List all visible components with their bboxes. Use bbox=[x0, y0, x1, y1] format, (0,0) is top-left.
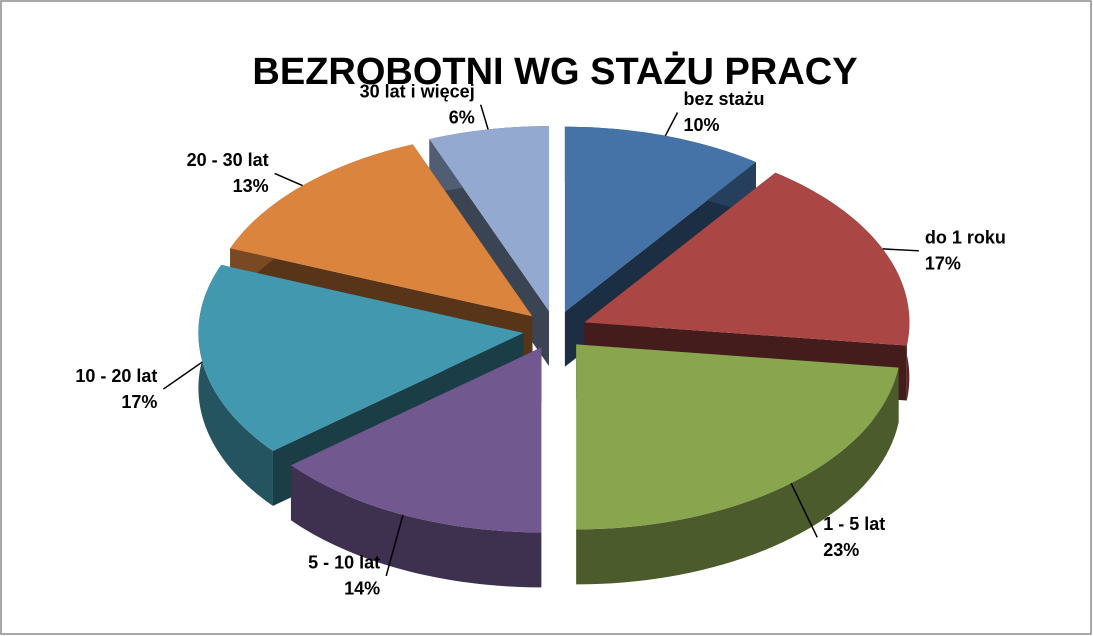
slice bbox=[290, 347, 542, 533]
value-label: 17% bbox=[121, 392, 157, 412]
leader-line bbox=[385, 514, 404, 577]
leader-line bbox=[664, 112, 679, 137]
data-label: 1 - 5 lat 23% bbox=[823, 514, 885, 560]
value-label: 17% bbox=[925, 254, 961, 274]
category-label: 5 - 10 lat bbox=[308, 553, 380, 573]
value-label: 14% bbox=[344, 579, 380, 599]
slice bbox=[564, 126, 756, 312]
category-label: 1 - 5 lat bbox=[823, 514, 885, 534]
slice-outer-wall bbox=[290, 465, 542, 588]
data-label: do 1 roku 17% bbox=[925, 228, 1006, 274]
category-label: 20 - 30 lat bbox=[187, 150, 269, 170]
slice bbox=[576, 344, 899, 530]
leader-line bbox=[162, 361, 203, 390]
value-label: 6% bbox=[449, 107, 475, 127]
labels: bez stażu 10% do 1 roku 17% 1 - 5 lat 23% 5 - … bbox=[75, 81, 1006, 598]
slice bbox=[198, 264, 524, 451]
category-label: 10 - 20 lat bbox=[75, 366, 157, 386]
leader-line bbox=[882, 248, 919, 252]
value-label: 13% bbox=[233, 176, 269, 196]
category-label: do 1 roku bbox=[925, 228, 1006, 248]
slice-tops bbox=[198, 126, 910, 533]
category-label: bez stażu bbox=[684, 89, 765, 109]
leader-line bbox=[479, 104, 489, 130]
category-label: 30 lat i więcej bbox=[360, 81, 475, 101]
leader-line bbox=[274, 172, 303, 187]
data-label: 5 - 10 lat 14% bbox=[308, 553, 380, 599]
data-label: bez stażu 10% bbox=[684, 89, 765, 135]
slice bbox=[429, 126, 550, 312]
slice-outer-wall bbox=[576, 367, 899, 585]
data-label: 10 - 20 lat 17% bbox=[75, 366, 157, 412]
chart-title: BEZROBOTNI WG STAŻU PRACY bbox=[252, 51, 857, 93]
slice bbox=[584, 172, 910, 346]
data-label: 30 lat i więcej 6% bbox=[360, 81, 475, 127]
value-label: 23% bbox=[823, 540, 859, 560]
value-label: 10% bbox=[684, 115, 720, 135]
leader-line bbox=[790, 482, 818, 538]
data-label: 20 - 30 lat 13% bbox=[187, 150, 269, 196]
slice bbox=[230, 144, 533, 317]
